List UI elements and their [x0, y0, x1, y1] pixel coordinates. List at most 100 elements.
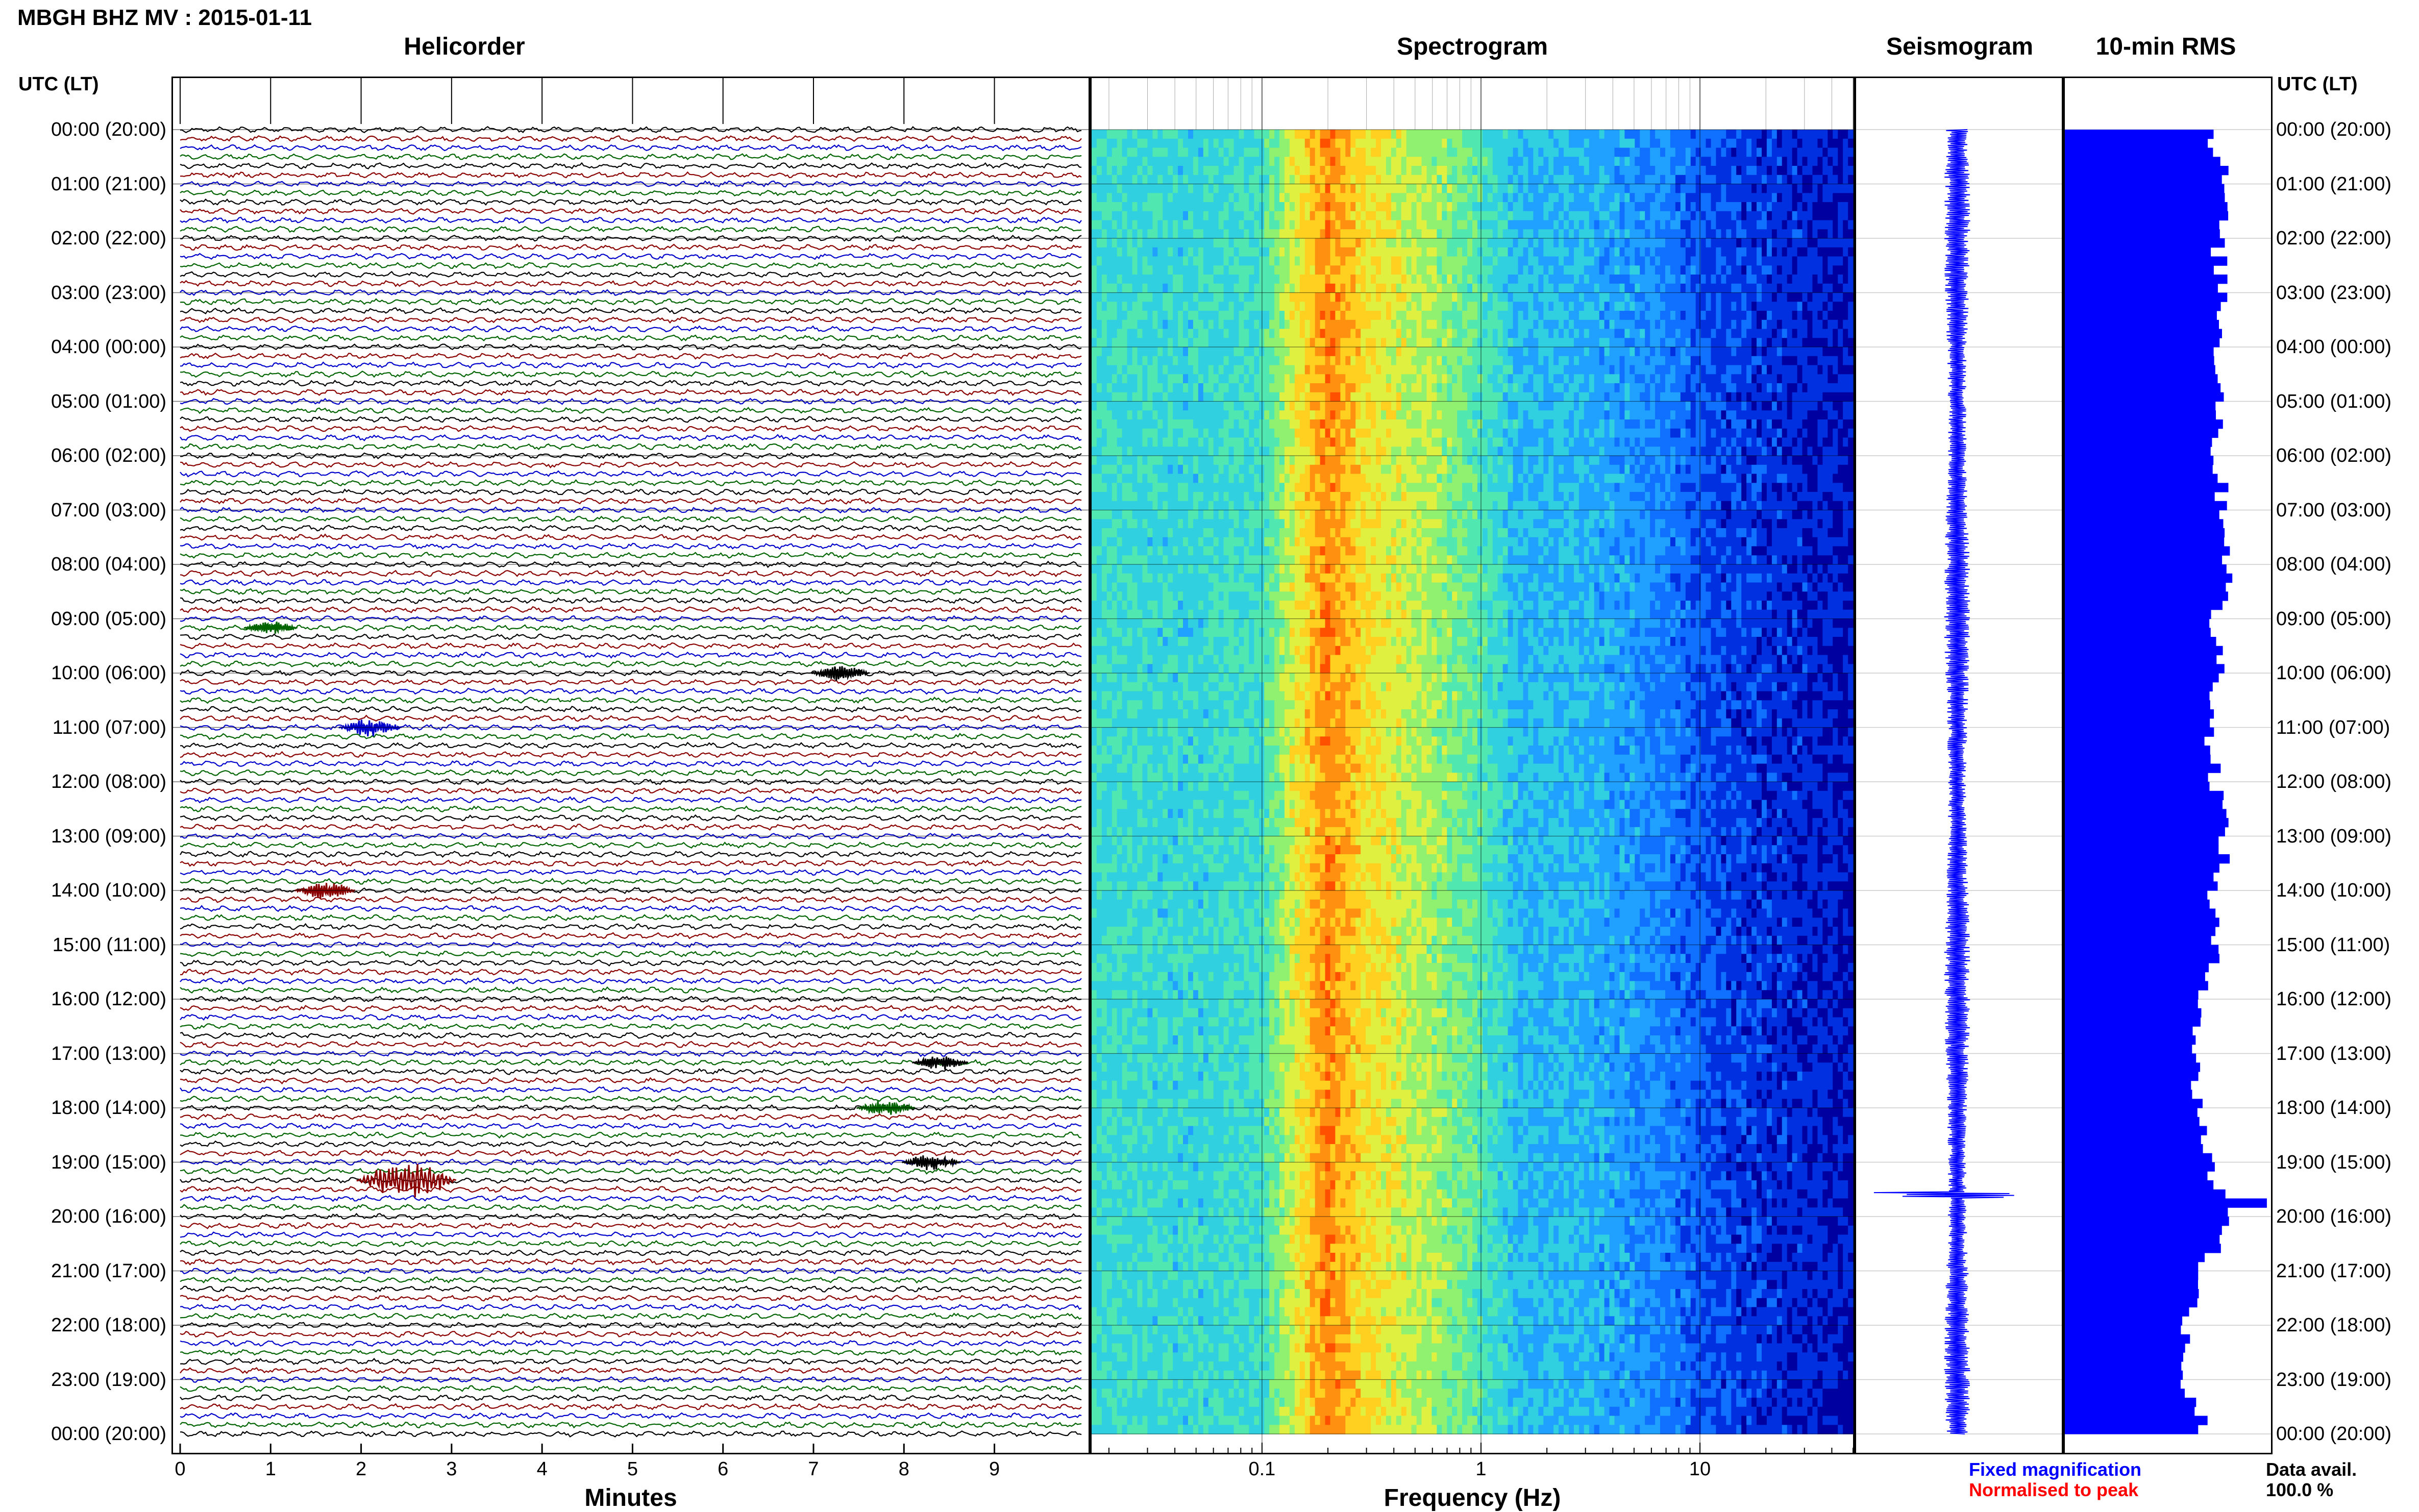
spectrogram-cell [1640, 365, 1645, 375]
spectrogram-cell [1188, 157, 1194, 166]
spectrogram-cell [1528, 166, 1534, 176]
spectrogram-cell [1269, 401, 1275, 411]
spectrogram-cell [1325, 365, 1330, 375]
spectrogram-cell [1426, 175, 1432, 185]
spectrogram-cell [1533, 292, 1539, 302]
spectrogram-cell [1361, 401, 1366, 411]
spectrogram-cell [1421, 202, 1427, 212]
spectrogram-cell [1797, 329, 1803, 338]
spectrogram-cell [1838, 211, 1843, 221]
spectrogram-cell [1188, 319, 1194, 330]
spectrogram-cell [1640, 256, 1645, 266]
spectrogram-cell [1183, 175, 1189, 185]
spectrogram-cell [1122, 238, 1128, 248]
spectrogram-cell [1350, 401, 1356, 411]
spectrogram-cell [1325, 202, 1330, 212]
spectrogram-cell [1457, 220, 1463, 230]
spectrogram-cell [1533, 184, 1539, 193]
spectrogram-cell [1843, 184, 1848, 193]
spectrogram-cell [1294, 292, 1300, 302]
spectrogram-cell [1645, 374, 1650, 384]
spectrogram-cell [1782, 374, 1788, 384]
spectrogram-cell [1208, 229, 1214, 239]
spectrogram-cell [1594, 319, 1600, 330]
spectrogram-cell [1452, 302, 1458, 311]
spectrogram-cell [1437, 211, 1442, 221]
spectrogram-cell [1299, 311, 1305, 320]
spectrogram-cell [1548, 319, 1554, 330]
helicorder-trace [180, 407, 1082, 414]
spectrogram-cell [1289, 147, 1295, 157]
spectrogram-cell [1482, 392, 1488, 402]
spectrogram-cell [1528, 401, 1534, 411]
spectrogram-cell [1660, 401, 1666, 411]
spectrogram-cell [1797, 383, 1803, 393]
spectrogram-cell [1168, 193, 1173, 203]
right-time-label: 23:00 (19:00) [2276, 1370, 2391, 1390]
spectrogram-cell [1401, 202, 1407, 212]
spectrogram-cell [1132, 410, 1138, 420]
spectrogram-cell [1163, 283, 1168, 293]
spectrogram-cell [1249, 256, 1254, 266]
spectrogram-cell [1771, 347, 1778, 357]
helicorder-event [912, 1056, 969, 1070]
spectrogram-cell [1655, 392, 1661, 402]
spectrogram-cell [1325, 329, 1330, 338]
spectrogram-cell [1573, 275, 1579, 284]
spectrogram-cell [1264, 292, 1270, 302]
spectrogram-cell [1431, 283, 1437, 293]
spectrogram-cell [1406, 265, 1412, 275]
spectrogram-cell [1274, 347, 1280, 357]
spectrogram-cell [1452, 193, 1458, 203]
spectrogram-cell [1421, 292, 1427, 302]
spectrogram-cell [1843, 147, 1848, 157]
spectrogram-cell [1787, 229, 1793, 239]
spectrogram-cell [1244, 138, 1249, 148]
spectrogram-cell [1762, 319, 1767, 330]
spectrogram-cell [1340, 138, 1346, 148]
spectrogram-cell [1700, 238, 1707, 248]
spectrogram-cell [1345, 238, 1351, 248]
spectrogram-cell [1335, 147, 1341, 157]
spectrogram-cell [1731, 256, 1737, 266]
spectrogram-cell [1244, 292, 1249, 302]
spectrogram-cell [1335, 356, 1341, 366]
spectrogram-cell [1513, 302, 1519, 311]
spectrogram-cell [1787, 184, 1793, 193]
spectrogram-cell [1838, 383, 1843, 393]
spectrogram-cell [1650, 401, 1656, 411]
spectrogram-cell [1502, 374, 1509, 384]
spectrogram-cell [1584, 220, 1590, 230]
spectrogram-cell [1178, 220, 1183, 230]
spectrogram-cell [1619, 147, 1625, 157]
spectrogram-cell [1361, 347, 1366, 357]
helicorder-trace [180, 642, 1082, 650]
spectrogram-cell [1188, 147, 1194, 157]
spectrogram-cell [1233, 283, 1239, 293]
spectrogram-cell [1376, 356, 1381, 366]
spectrogram-cell [1711, 401, 1716, 411]
spectrogram-cell [1833, 265, 1838, 275]
spectrogram-cell [1294, 247, 1300, 257]
spectrogram-cell [1771, 147, 1778, 157]
spectrogram-cell [1482, 238, 1488, 248]
spectrogram-cell [1518, 256, 1523, 266]
spectrogram-cell [1371, 319, 1376, 330]
spectrogram-cell [1492, 347, 1498, 357]
spectrogram-cell [1168, 311, 1173, 320]
spectrogram-cell [1771, 157, 1778, 166]
spectrogram-cell [1726, 365, 1732, 375]
spectrogram-cell [1766, 202, 1772, 212]
spectrogram-cell [1183, 238, 1189, 248]
spectrogram-cell [1127, 329, 1133, 338]
spectrogram-cell [1188, 265, 1194, 275]
spectrogram-cell [1706, 338, 1711, 348]
spectrogram-cell [1173, 184, 1178, 193]
helicorder-event [338, 720, 402, 737]
spectrogram-cell [1183, 193, 1189, 203]
spectrogram-cell [1173, 383, 1178, 393]
spectrogram-cell [1457, 401, 1463, 411]
spectrogram-cell [1594, 383, 1600, 393]
spectrogram-cell [1239, 275, 1244, 284]
spectrogram-cell [1152, 184, 1158, 193]
